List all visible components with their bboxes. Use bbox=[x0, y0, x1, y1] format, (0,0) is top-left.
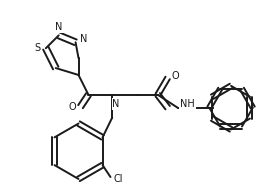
Text: NH: NH bbox=[180, 99, 195, 109]
Text: S: S bbox=[35, 43, 41, 53]
Text: N: N bbox=[80, 34, 87, 44]
Text: Cl: Cl bbox=[114, 174, 123, 184]
Text: N: N bbox=[112, 99, 120, 109]
Text: O: O bbox=[69, 102, 76, 112]
Text: O: O bbox=[172, 71, 179, 81]
Text: N: N bbox=[55, 23, 62, 32]
